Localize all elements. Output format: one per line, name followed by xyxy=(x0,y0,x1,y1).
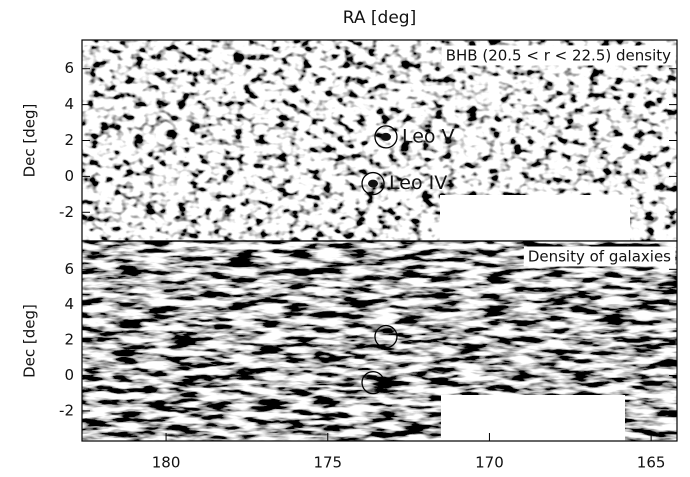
y-tick-label: 2 xyxy=(64,131,74,149)
marker-label: Leo V xyxy=(402,125,455,147)
y-tick-label: -2 xyxy=(59,203,74,221)
y-axis-label: Dec [deg] xyxy=(21,304,39,378)
x-tick-label: 175 xyxy=(313,454,342,472)
x-tick-label: 170 xyxy=(475,454,504,472)
title-background xyxy=(441,45,676,66)
overdensity xyxy=(368,179,379,188)
y-tick-label: 4 xyxy=(64,95,74,113)
y-tick-label: 2 xyxy=(64,331,74,349)
no-data-region xyxy=(440,195,630,241)
y-tick-label: 6 xyxy=(64,59,74,77)
panel-title: Density of galaxies xyxy=(528,248,671,266)
no-data-region xyxy=(441,395,625,441)
marker-label: Leo IV xyxy=(389,172,447,194)
density-map xyxy=(82,40,677,241)
marker-circle xyxy=(374,324,398,349)
title-background xyxy=(523,246,676,267)
panel-title: BHB (20.5 < r < 22.5) density xyxy=(446,47,671,65)
x-tick-label: 180 xyxy=(152,454,181,472)
y-tick-label: 6 xyxy=(64,260,74,278)
marker-circle xyxy=(361,370,385,395)
overdensity xyxy=(380,132,391,141)
marker-circle xyxy=(361,171,385,196)
marker-circle xyxy=(374,125,398,149)
y-tick-label: -2 xyxy=(59,401,74,419)
y-axis-label: Dec [deg] xyxy=(21,104,39,178)
y-tick-label: 0 xyxy=(64,366,74,384)
y-tick-label: 0 xyxy=(64,167,74,185)
x-tick-label: 165 xyxy=(637,454,666,472)
density-map xyxy=(82,241,677,441)
y-tick-label: 4 xyxy=(64,295,74,313)
panel-frame xyxy=(81,240,678,442)
x-axis-label: RA [deg] xyxy=(343,8,416,28)
